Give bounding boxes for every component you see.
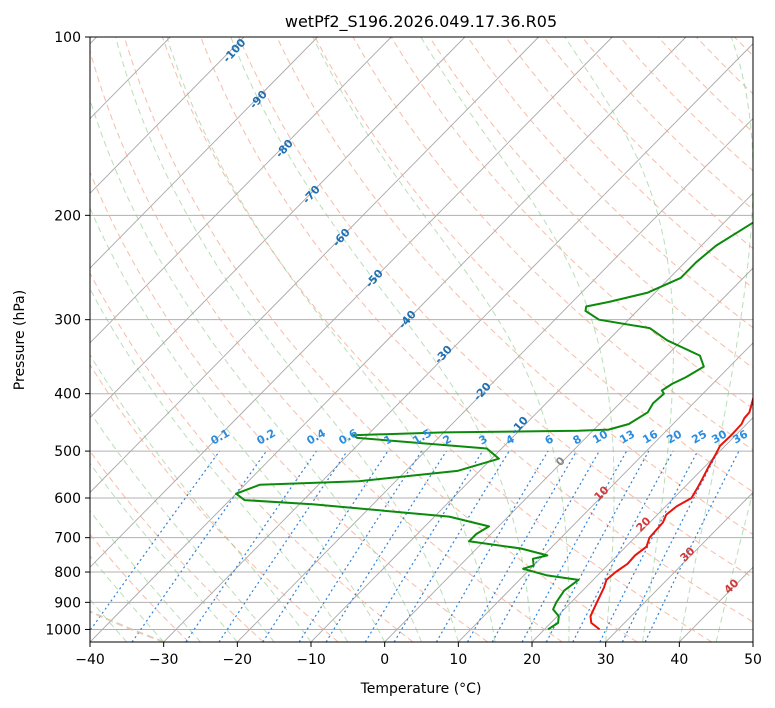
x-tick-label: −20 [223, 652, 253, 668]
mixing-ratio-line [572, 450, 674, 642]
dry-adiabat-line [90, 49, 563, 642]
mixing-ratio-line [298, 450, 423, 642]
isotherm-line [237, 117, 753, 642]
moist-adiabat-line [90, 206, 386, 642]
moist-adiabat-line [312, 37, 570, 642]
isotherm-line [163, 43, 753, 642]
mixing-ratio-line [491, 450, 600, 642]
mixing-ratio-line [599, 450, 699, 642]
isotherm-line [384, 267, 753, 642]
dry-adiabat-line [428, 37, 753, 369]
isotherm-line [90, 37, 318, 269]
mixing-ratio-line [435, 450, 549, 642]
x-tick-label: 40 [670, 652, 688, 668]
dry-adiabat-line [90, 170, 488, 642]
moist-adiabat-line [115, 37, 459, 642]
mixing-ratio-line [521, 450, 628, 642]
moist-adiabat-line [90, 411, 275, 642]
y-tick-label: 800 [54, 565, 81, 581]
mixing-ratio-line [466, 450, 578, 642]
y-axis-label: Pressure (hPa) [12, 290, 28, 390]
moist-adiabat-line [715, 489, 753, 642]
dry-adiabat-line [90, 272, 414, 642]
mixing-ratio-line [262, 450, 389, 642]
isotherm-line [90, 37, 613, 568]
x-tick-label: −40 [75, 652, 105, 668]
y-tick-label: 400 [54, 387, 81, 403]
isotherm-line [90, 37, 466, 419]
moist-adiabat-line [90, 462, 238, 642]
dry-adiabat-line [200, 37, 753, 623]
mixing-ratio-line [90, 450, 221, 632]
dry-adiabat-line [90, 450, 264, 642]
dry-adiabat-line [467, 37, 753, 329]
moist-adiabat-line [564, 37, 674, 642]
moist-adiabat-line [90, 598, 128, 642]
y-tick-label: 900 [54, 595, 81, 611]
isotherm-line [605, 491, 753, 642]
moist-adiabat-line [230, 37, 533, 642]
x-tick-label: 50 [744, 652, 762, 668]
dry-adiabat-line [238, 37, 753, 579]
x-axis: −40 −30 −20 −10 0 10 20 30 40 50 [75, 642, 762, 668]
y-tick-label: 300 [54, 313, 81, 329]
isotherm-line [90, 37, 245, 194]
isotherm-line [531, 416, 753, 642]
dewpoint-line [235, 221, 753, 631]
moist-adiabat-line [678, 37, 753, 642]
y-tick-label: 500 [54, 444, 81, 460]
mixing-ratio-line [644, 450, 740, 642]
y-tick-label: 100 [54, 30, 81, 46]
chart-title: wetPf2_S196.2026.049.17.36.R05 [285, 12, 557, 32]
x-tick-label: 30 [597, 652, 615, 668]
mixing-ratio-line [393, 450, 510, 642]
mixing-ratio-line [364, 450, 484, 642]
isotherm-line [458, 342, 753, 642]
moist-adiabat-line [90, 287, 349, 642]
y-axis: 100 200 300 400 500 600 700 800 900 1000 [45, 30, 90, 638]
y-tick-label: 700 [54, 531, 81, 547]
dry-adiabat-line [352, 37, 753, 451]
y-tick-label: 600 [54, 491, 81, 507]
moist-adiabat-line [90, 353, 312, 642]
data-lines [235, 221, 753, 631]
dry-adiabat-line [276, 37, 753, 536]
dry-adiabat-line [314, 37, 753, 493]
x-tick-label: 0 [380, 652, 389, 668]
dry-adiabat-line [161, 37, 712, 642]
dry-adiabat-line [390, 37, 753, 410]
y-tick-label: 1000 [45, 622, 81, 638]
temperature-line [589, 395, 753, 631]
x-tick-label: −10 [296, 652, 326, 668]
isotherm-line [90, 37, 392, 344]
x-tick-label: 10 [449, 652, 467, 668]
x-axis-label: Temperature (°C) [360, 681, 482, 697]
moist-adiabat-line [420, 37, 615, 642]
dry-adiabat-line [123, 37, 638, 642]
x-tick-label: −30 [149, 652, 179, 668]
mixing-ratio-line [621, 450, 719, 642]
isotherm-line [90, 37, 539, 494]
moist-adiabat-line [90, 97, 422, 642]
plot-frame [89, 36, 754, 643]
x-tick-label: 20 [523, 652, 541, 668]
y-tick-label: 200 [54, 208, 81, 224]
moist-adiabat-line [166, 37, 496, 642]
